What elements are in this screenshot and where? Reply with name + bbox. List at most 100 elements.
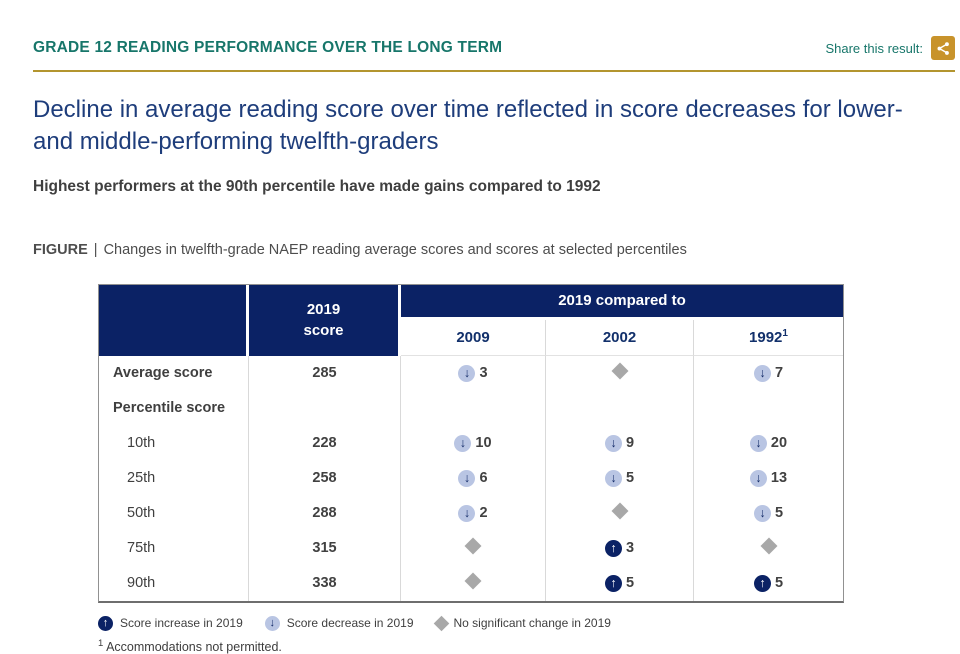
change-cell bbox=[401, 565, 546, 601]
change-cell: ↓ 5 bbox=[546, 460, 694, 496]
table-row: Average score 285 ↓ 3 ↓ 7 bbox=[99, 355, 843, 391]
change-cell bbox=[401, 530, 546, 566]
score-decrease-icon: ↓ bbox=[753, 504, 771, 522]
change-value: 9 bbox=[625, 435, 635, 452]
change-value: 5 bbox=[625, 470, 635, 487]
change-cell: ↓ 2 bbox=[401, 495, 546, 531]
change-cell: ↓ 13 bbox=[694, 461, 843, 496]
score-decrease-icon: ↓ bbox=[458, 469, 476, 487]
change-cell: ↓ 5 bbox=[694, 496, 843, 531]
figure-caption-text: Changes in twelfth-grade NAEP reading av… bbox=[103, 241, 687, 258]
table-row: 90th 338 ↑ 5 ↑ 5 bbox=[99, 565, 843, 601]
change-value: 5 bbox=[625, 575, 635, 592]
legend-increase-label: Score increase in 2019 bbox=[120, 616, 243, 631]
change-value: 13 bbox=[770, 470, 788, 487]
change-value: 5 bbox=[774, 575, 784, 592]
score-cell: 338 bbox=[249, 565, 401, 601]
change-cell: ↓ 10 bbox=[401, 425, 546, 461]
figure-separator: | bbox=[93, 241, 98, 258]
page-subheadline: Highest performers at the 90th percentil… bbox=[33, 177, 601, 195]
change-value: 7 bbox=[774, 365, 784, 382]
share-button[interactable] bbox=[931, 36, 955, 60]
change-cell: ↓ 9 bbox=[546, 425, 694, 461]
score-decrease-icon: ↓ bbox=[458, 504, 476, 522]
change-value: 3 bbox=[479, 365, 488, 382]
row-label: 25th bbox=[99, 460, 249, 496]
score-decrease-icon: ↓ bbox=[604, 434, 622, 452]
score-decrease-icon: ↓ bbox=[458, 364, 476, 382]
legend: ↑ Score increase in 2019 ↓ Score decreas… bbox=[98, 615, 955, 632]
scores-table: 2019 score 2019 compared to 2009 2002 19… bbox=[98, 283, 844, 603]
score-cell: 285 bbox=[249, 355, 401, 391]
no-change-icon bbox=[760, 537, 777, 555]
row-label: 75th bbox=[99, 530, 249, 566]
no-change-icon bbox=[611, 502, 628, 520]
score-decrease-icon: ↓ bbox=[753, 364, 771, 382]
gold-divider bbox=[33, 70, 955, 72]
row-label: Average score bbox=[99, 355, 249, 391]
year-header-2009: 2009 bbox=[401, 319, 546, 356]
table-header: 2019 score 2019 compared to 2009 2002 19… bbox=[99, 284, 843, 356]
table-row: 25th 258 ↓ 6 ↓ 5 ↓ 13 bbox=[99, 460, 843, 496]
no-change-icon bbox=[464, 537, 482, 555]
change-value: 3 bbox=[625, 540, 635, 557]
row-label: 50th bbox=[99, 495, 249, 531]
change-cell: ↑ 5 bbox=[694, 566, 843, 601]
table-row: 50th 288 ↓ 2 ↓ 5 bbox=[99, 495, 843, 531]
change-cell bbox=[546, 495, 694, 531]
change-cell bbox=[546, 390, 694, 426]
score-increase-icon: ↑ bbox=[604, 539, 622, 557]
score-column-header: 2019 score bbox=[249, 284, 401, 356]
compare-header: 2019 compared to bbox=[401, 284, 843, 320]
table-body: Average score 285 ↓ 3 ↓ 7 Percentile score 10th… bbox=[99, 355, 843, 601]
score-decrease-icon: ↓ bbox=[604, 469, 622, 487]
corner-cell bbox=[99, 284, 249, 356]
section-title: GRADE 12 READING PERFORMANCE OVER THE LO… bbox=[33, 39, 503, 56]
change-value: 2 bbox=[479, 505, 488, 522]
change-cell bbox=[694, 531, 843, 566]
change-cell bbox=[546, 355, 694, 391]
figure-label: FIGURE bbox=[33, 241, 88, 258]
no-change-icon bbox=[611, 362, 628, 380]
score-cell: 228 bbox=[249, 425, 401, 461]
footnote: 1 Accommodations not permitted. bbox=[98, 637, 282, 654]
change-cell: ↓ 3 bbox=[401, 355, 546, 391]
page-headline: Decline in average reading score over ti… bbox=[33, 96, 903, 155]
score-cell: 258 bbox=[249, 460, 401, 496]
change-value: 5 bbox=[774, 505, 784, 522]
score-decrease-icon: ↓ bbox=[264, 615, 280, 631]
score-cell: 288 bbox=[249, 495, 401, 531]
change-cell: ↑ 3 bbox=[546, 530, 694, 566]
score-increase-icon: ↑ bbox=[753, 574, 771, 592]
legend-item-increase: ↑ Score increase in 2019 bbox=[98, 615, 243, 631]
row-label: 10th bbox=[99, 425, 249, 461]
legend-decrease-label: Score decrease in 2019 bbox=[286, 616, 414, 631]
change-cell bbox=[694, 391, 843, 426]
change-cell bbox=[401, 390, 546, 426]
score-cell: 315 bbox=[249, 530, 401, 566]
legend-no-change-label: No significant change in 2019 bbox=[453, 616, 611, 631]
no-change-icon bbox=[433, 615, 449, 632]
score-cell bbox=[249, 390, 401, 426]
share-area: Share this result: bbox=[825, 36, 955, 60]
top-bar: GRADE 12 READING PERFORMANCE OVER THE LO… bbox=[33, 36, 955, 60]
score-decrease-icon: ↓ bbox=[454, 434, 472, 452]
change-cell: ↓ 7 bbox=[694, 356, 843, 391]
change-value: 10 bbox=[475, 435, 492, 452]
no-change-icon bbox=[464, 572, 482, 590]
score-increase-icon: ↑ bbox=[98, 615, 113, 631]
table-row: 75th 315 ↑ 3 bbox=[99, 530, 843, 566]
row-label: Percentile score bbox=[99, 390, 249, 426]
score-decrease-icon: ↓ bbox=[749, 469, 767, 487]
change-cell: ↓ 20 bbox=[694, 426, 843, 461]
legend-item-no-change: No significant change in 2019 bbox=[433, 615, 611, 632]
change-cell: ↓ 6 bbox=[401, 460, 546, 496]
change-value: 20 bbox=[770, 435, 788, 452]
year-header-1992: 19921 bbox=[694, 319, 843, 356]
change-cell: ↑ 5 bbox=[546, 565, 694, 601]
share-icon bbox=[936, 41, 951, 56]
year-header-2002: 2002 bbox=[546, 319, 694, 356]
score-decrease-icon: ↓ bbox=[749, 434, 767, 452]
share-label: Share this result: bbox=[825, 40, 923, 56]
